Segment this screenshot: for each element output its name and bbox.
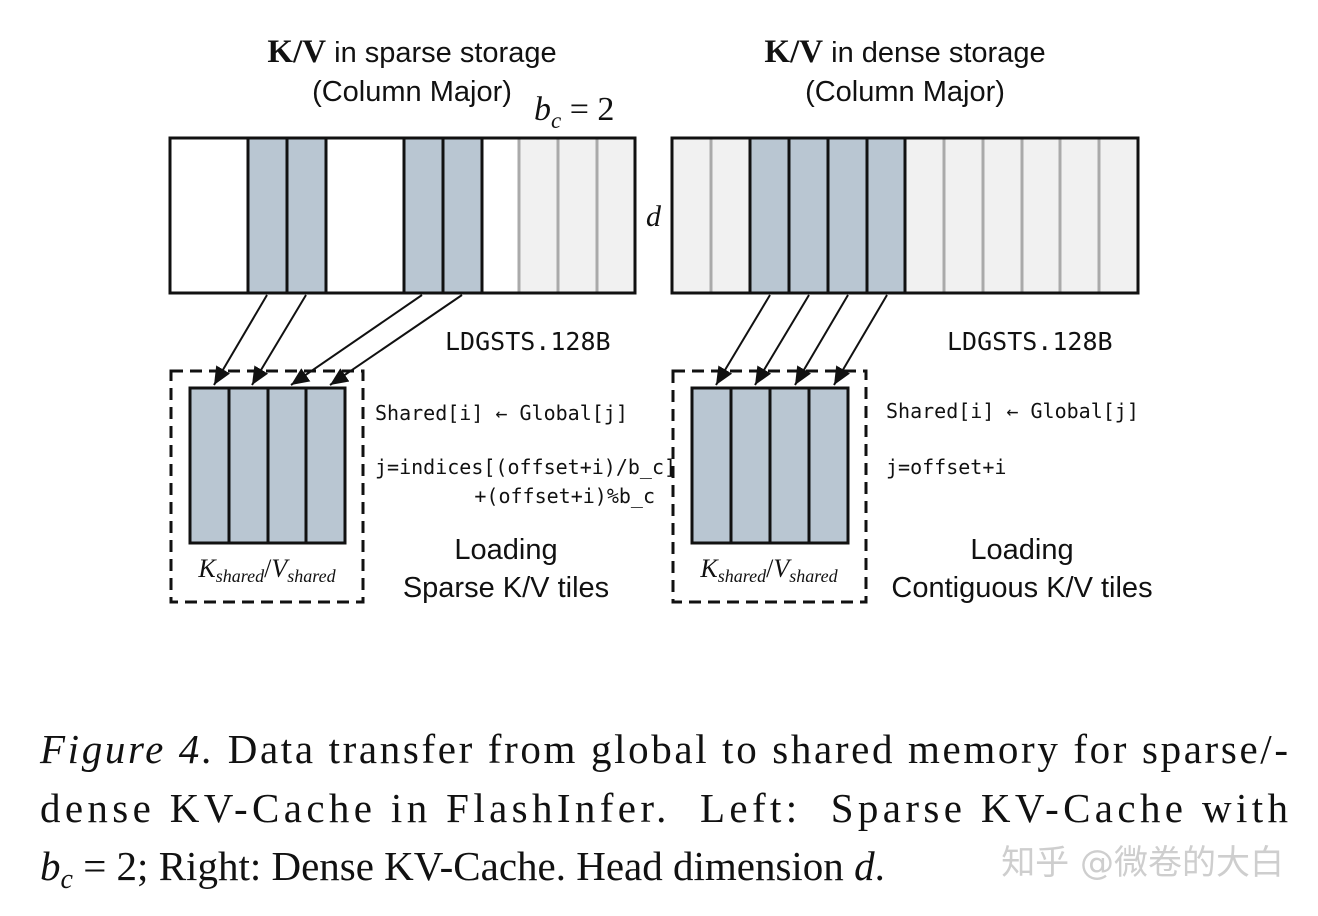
right-tile-label: Kshared/Vshared	[699, 554, 838, 586]
caption-line: dense KV-Cache in FlashInfer. Left: Spar…	[40, 785, 1288, 831]
left-code: j=indices[(offset+i)/b_c]	[375, 455, 676, 479]
dense-storage	[670, 136, 1140, 295]
right-description: Contiguous K/V tiles	[891, 572, 1152, 604]
caption-line: bc = 2; Right: Dense KV-Cache. Head dime…	[40, 843, 885, 895]
right-code: j=offset+i	[886, 455, 1006, 479]
left-code: +(offset+i)%b_c	[474, 484, 655, 508]
left-description: Loading	[454, 534, 557, 566]
left-subtitle: (Column Major)	[312, 76, 512, 108]
arrows	[213, 294, 888, 386]
dim-label: d	[646, 200, 662, 233]
right-description: Loading	[970, 534, 1073, 566]
shared-tiles	[169, 369, 868, 604]
right-subtitle: (Column Major)	[805, 76, 1005, 108]
caption-line: Figure 4. Data transfer from global to s…	[39, 726, 1288, 772]
right-code: Shared[i] ← Global[j]	[886, 399, 1139, 423]
left-tile-label: Kshared/Vshared	[197, 554, 336, 586]
left-title: K/V in sparse storage	[267, 34, 556, 70]
left-instruction: LDGSTS.128B	[445, 327, 611, 356]
sparse-storage	[168, 136, 637, 295]
right-instruction: LDGSTS.128B	[947, 327, 1113, 356]
watermark: 知乎 @微卷的大白	[1001, 843, 1284, 883]
left-code: Shared[i] ← Global[j]	[375, 401, 628, 425]
left-description: Sparse K/V tiles	[403, 572, 609, 604]
block-size: bc = 2	[534, 91, 614, 133]
right-title: K/V in dense storage	[764, 34, 1045, 70]
